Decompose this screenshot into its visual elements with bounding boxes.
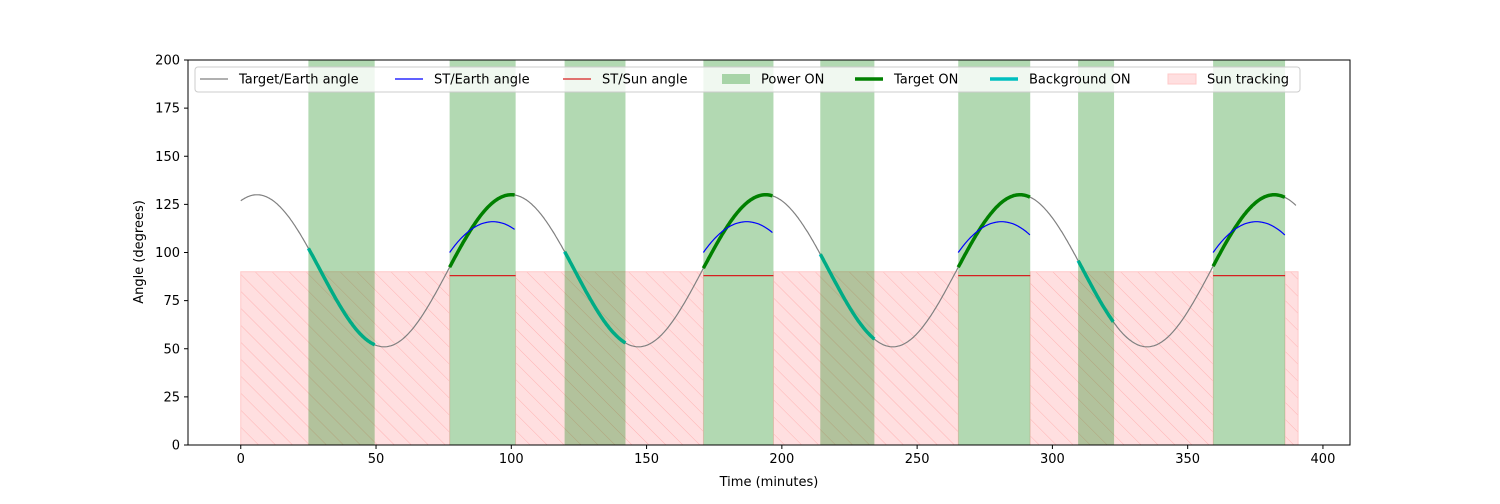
y-tick-label: 50 (163, 342, 180, 357)
legend-label: Target ON (893, 73, 958, 88)
y-tick-label: 25 (163, 390, 180, 405)
background-on-segment (1076, 259, 1115, 323)
st-earth-segment (1212, 221, 1286, 253)
power-on-band (564, 60, 626, 445)
background-on-segment (563, 250, 627, 345)
x-tick-label: 100 (499, 452, 524, 467)
y-tick-label: 0 (172, 439, 180, 454)
power-on-band (449, 60, 516, 445)
power-on-band (703, 60, 774, 445)
y-tick-label: 150 (155, 150, 180, 165)
x-tick-label: 250 (905, 452, 930, 467)
x-tick-label: 200 (769, 452, 794, 467)
legend-label: Target/Earth angle (238, 73, 359, 88)
background-on-segment (306, 247, 376, 347)
legend-swatch (722, 74, 750, 84)
target-on-segment (448, 193, 515, 269)
legend-label: ST/Earth angle (434, 73, 530, 88)
sun-tracking-hatch (772, 271, 959, 445)
power-on-band (1213, 60, 1286, 445)
y-axis-label: Angle (degrees) (132, 200, 147, 304)
sun-tracking-hatch (1284, 271, 1299, 445)
legend-box (194, 66, 1301, 93)
x-tick-label: 400 (1311, 452, 1336, 467)
legend-label: ST/Sun angle (602, 73, 688, 88)
power-on-band (820, 60, 875, 445)
legend-label: Background ON (1029, 73, 1131, 88)
target-on-segment (1211, 193, 1286, 268)
legend-swatch (1167, 73, 1197, 85)
y-tick-label: 75 (163, 294, 180, 309)
x-tick-label: 350 (1175, 452, 1200, 467)
y-tick-label: 200 (155, 54, 180, 69)
x-tick-label: 50 (368, 452, 385, 467)
st-earth-segment (702, 221, 773, 253)
legend-label: Power ON (761, 73, 824, 88)
legend-label: Sun tracking (1207, 73, 1289, 88)
y-tick-label: 125 (155, 198, 180, 213)
target-on-segment (956, 193, 1031, 269)
st-earth-segment (449, 221, 515, 253)
st-earth-segment (957, 221, 1031, 253)
sun-tracking-hatch (240, 271, 451, 445)
legend: Target/Earth angle ST/Earth angle ST/Sun a… (194, 66, 1301, 93)
power-on-band (1078, 60, 1115, 445)
x-tick-label: 0 (237, 452, 245, 467)
x-axis-label: Time (minutes) (719, 475, 819, 490)
x-tick-label: 150 (634, 452, 659, 467)
target-on-segment (701, 193, 773, 270)
power-on-band (308, 60, 375, 445)
y-tick-label: 175 (155, 102, 180, 117)
power-on-band (958, 60, 1031, 445)
x-tick-label: 300 (1040, 452, 1065, 467)
sun-tracking-hatch (1029, 271, 1214, 445)
y-tick-label: 100 (155, 246, 180, 261)
background-on-segment (818, 253, 876, 341)
sun-tracking-hatch (515, 271, 704, 445)
